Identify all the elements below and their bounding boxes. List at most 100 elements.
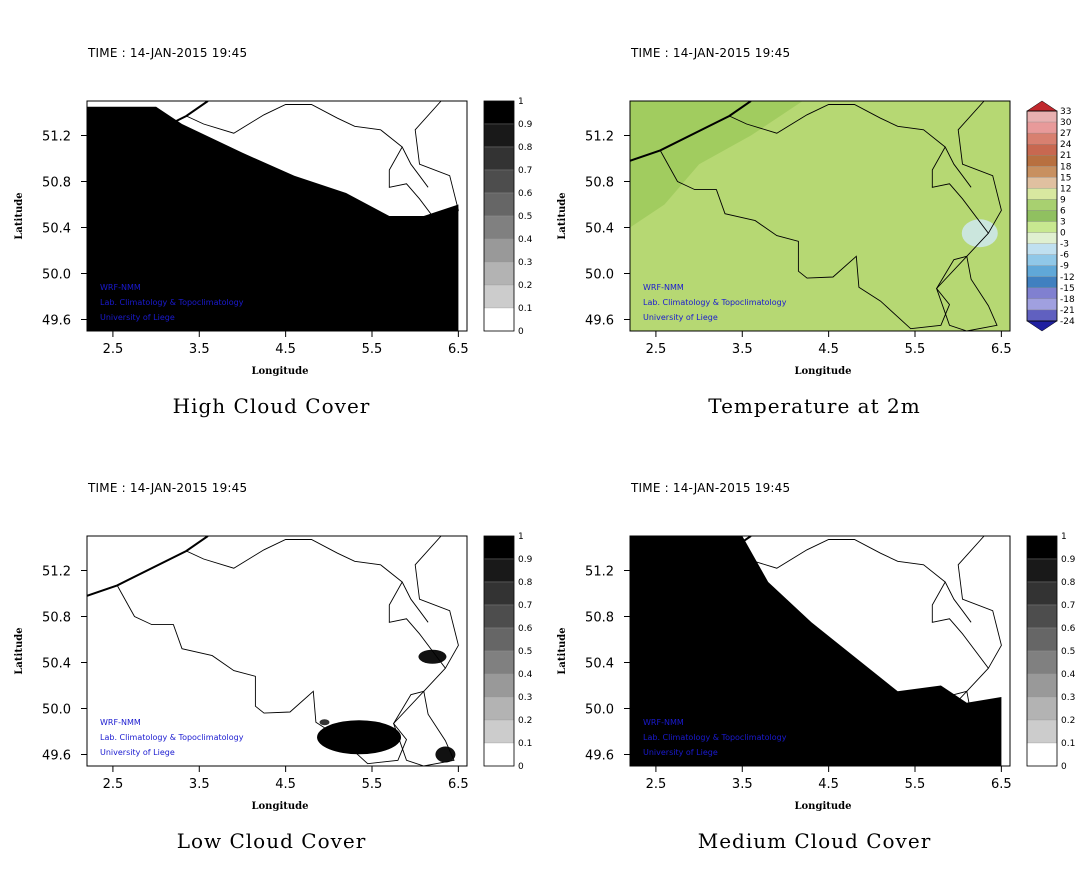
country-border — [393, 690, 455, 766]
y-tick-label: 50.0 — [42, 268, 71, 283]
colorbar-bin — [1026, 144, 1058, 156]
watermark-line: WRF-NMM — [643, 718, 684, 727]
colorbar-bin — [1026, 132, 1058, 145]
y-tick-label: 50.8 — [42, 176, 71, 191]
colorbar-bin — [483, 123, 515, 148]
watermark-line: University of Liege — [643, 748, 718, 757]
colorbar-tick-label: 33 — [1060, 107, 1071, 117]
x-axis-label: Longitude — [251, 801, 309, 812]
colorbar-bin — [483, 696, 515, 721]
colorbar-bin — [483, 581, 515, 606]
colorbar-tick-label: 0 — [1060, 229, 1066, 239]
colorbar-tick-label: 0.9 — [518, 555, 533, 565]
colorbar-tick-label: -12 — [1060, 273, 1075, 283]
colorbar-bin — [1026, 276, 1058, 288]
cloud-patch — [317, 720, 402, 755]
panel-temperature: TIME : 14-JAN-2015 19:45 2.5 3.5 4.5 5.5 6.5… — [543, 0, 1086, 434]
plot-frame — [86, 100, 468, 332]
x-tick-label: 4.5 — [818, 777, 839, 792]
country-border — [936, 690, 998, 766]
colorbar-tick-label: -18 — [1060, 295, 1075, 305]
x-tick-label: 4.5 — [818, 342, 839, 357]
colorbar-frame — [483, 100, 515, 332]
watermark-line: University of Liege — [100, 748, 175, 757]
colorbar-tick-label: 0.8 — [518, 143, 533, 153]
colorbar-bin — [1026, 243, 1058, 255]
x-tick-label: 4.5 — [275, 342, 296, 357]
colorbar-bin — [1026, 254, 1058, 266]
colorbar-tick-label: 12 — [1060, 184, 1071, 194]
y-tick-label: 49.6 — [585, 749, 614, 764]
colorbar-tick-label: 0.8 — [1061, 578, 1076, 588]
watermark-line: Lab. Climatology & Topoclimatology — [643, 298, 787, 307]
x-tick-label: 2.5 — [646, 777, 667, 792]
x-tick-label: 5.5 — [905, 777, 926, 792]
colorbar-bin — [483, 742, 515, 767]
colorbar-bin — [483, 627, 515, 652]
colorbar-tick-label: 1 — [518, 532, 524, 542]
country-border — [957, 536, 1002, 669]
y-tick-label: 51.2 — [42, 565, 71, 580]
x-axis-label: Longitude — [251, 366, 309, 377]
colorbar-tick-label: 1 — [1061, 532, 1067, 542]
country-border — [414, 101, 459, 234]
colorbar-bin — [1026, 210, 1058, 222]
map-high-cloud: 2.5 3.5 4.5 5.5 6.5 51.2 50.8 50.4 50.0 49.6 WRF-N… — [42, 97, 533, 357]
colorbar-tick-label: 0 — [518, 762, 524, 772]
colorbar-tick-label: 9 — [1060, 195, 1066, 205]
colorbar-bin — [1026, 177, 1058, 189]
y-tick-label: 50.8 — [42, 611, 71, 626]
colorbar-tick-label: -15 — [1060, 284, 1075, 294]
colorbar-tick-label: 0.8 — [518, 578, 533, 588]
colorbar-tick-label: 24 — [1060, 140, 1072, 150]
colorbar-tick-label: 30 — [1060, 118, 1072, 128]
cloud-patch — [435, 746, 456, 763]
country-border — [401, 146, 429, 188]
colorbar-tick-label: 0.7 — [518, 166, 532, 176]
colorbar-tick-label: 0.4 — [518, 670, 533, 680]
time-label: TIME : 14-JAN-2015 19:45 — [631, 481, 791, 495]
y-tick-label: 50.4 — [42, 657, 71, 672]
colorbar-tick-label: 0.7 — [1061, 601, 1075, 611]
colorbar-frame — [1026, 110, 1058, 322]
colorbar-bin — [1026, 673, 1058, 698]
y-tick-label: 51.2 — [585, 565, 614, 580]
colorbar-bin — [1026, 627, 1058, 652]
colorbar-tick-label: 0.2 — [1061, 716, 1075, 726]
y-tick-label: 50.8 — [585, 176, 614, 191]
plot-frame — [629, 100, 1011, 332]
colorbar-tick-label: -24 — [1060, 317, 1075, 327]
colorbar-bin — [483, 604, 515, 629]
watermark-line: WRF-NMM — [643, 283, 684, 292]
colorbar-frame — [1026, 535, 1058, 767]
colorbar-min-arrow — [1026, 320, 1058, 332]
colorbar-frame — [483, 535, 515, 767]
x-tick-label: 2.5 — [646, 342, 667, 357]
y-tick-label: 51.2 — [42, 130, 71, 145]
coastline — [87, 101, 209, 162]
y-axis-label: Latitude — [14, 627, 25, 675]
colorbar-bin — [1026, 110, 1058, 123]
colorbar-bin — [1026, 265, 1058, 277]
temperature-cool-spot — [961, 219, 998, 248]
colorbar-bin — [1026, 650, 1058, 675]
colorbar-tick-label: 6 — [1060, 206, 1066, 216]
x-tick-label: 6.5 — [991, 342, 1012, 357]
map-temperature: 2.5 3.5 4.5 5.5 6.5 51.2 50.8 50.4 50.0 49.6 WRF-N… — [585, 100, 1075, 357]
colorbar-tick-label: 1 — [518, 97, 524, 107]
y-axis-label: Latitude — [14, 192, 25, 240]
watermark-line: Lab. Climatology & Topoclimatology — [100, 298, 244, 307]
watermark-line: WRF-NMM — [100, 718, 141, 727]
colorbar-tick-label: 21 — [1060, 151, 1071, 161]
cloud-cover-area — [630, 536, 1002, 766]
y-tick-label: 49.6 — [585, 314, 614, 329]
chart-title: Medium Cloud Cover — [697, 829, 932, 853]
colorbar-tick-label: 15 — [1060, 173, 1071, 183]
colorbar-bin — [1026, 287, 1058, 300]
colorbar-bin — [1026, 188, 1058, 200]
x-axis-label: Longitude — [794, 801, 852, 812]
colorbar-tick-label: -3 — [1060, 240, 1069, 250]
colorbar-tick-label: -6 — [1060, 251, 1069, 261]
y-tick-label: 50.4 — [585, 222, 614, 237]
colorbar-tick-label: 0.5 — [1061, 647, 1075, 657]
